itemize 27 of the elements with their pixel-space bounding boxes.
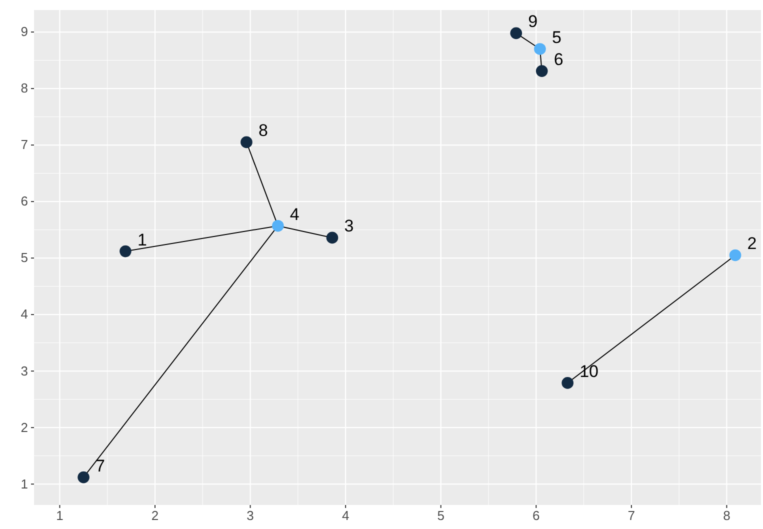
annotation: 10 — [580, 362, 598, 381]
x-tick-label: 6 — [532, 508, 540, 524]
x-tick-label: 3 — [246, 508, 254, 524]
y-tick-label: 3 — [20, 363, 28, 378]
annotation: 4 — [290, 204, 300, 224]
annotation: 5 — [552, 28, 562, 47]
x-tick-label: 2 — [151, 508, 159, 524]
annotation: 8 — [258, 121, 268, 140]
y-tick-label: 2 — [20, 420, 28, 435]
x-tick-label: 5 — [437, 508, 444, 524]
y-tick-label: 7 — [20, 137, 28, 152]
y-tick-label: 6 — [20, 194, 28, 209]
y-tick-label: 1 — [20, 476, 28, 492]
y-tick-label: 5 — [20, 250, 28, 266]
y-tick-label: 8 — [20, 80, 28, 96]
y-tick-label: 4 — [20, 306, 28, 322]
annotation: 9 — [528, 12, 538, 32]
x-tick-label: 4 — [342, 508, 350, 524]
annotation: 7 — [96, 456, 106, 476]
annotation: 3 — [344, 216, 354, 236]
x-tick-label: 7 — [628, 508, 636, 524]
x-tick-label: 1 — [56, 508, 64, 524]
x-tick-label: 8 — [723, 508, 730, 524]
y-tick-label: 9 — [20, 24, 28, 40]
annotation: 1 — [137, 230, 147, 250]
annotation: 2 — [747, 234, 757, 254]
annotation: 6 — [554, 50, 564, 70]
